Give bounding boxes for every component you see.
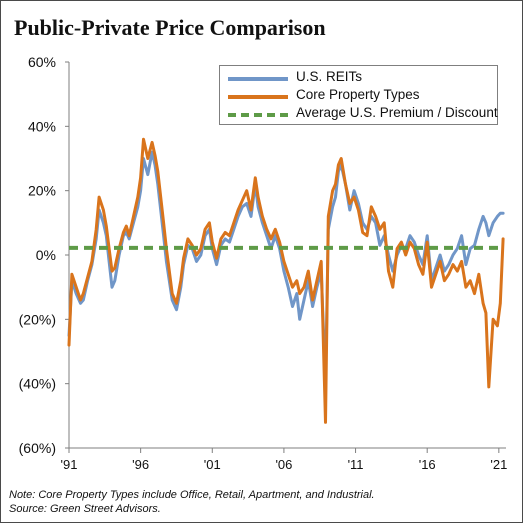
series-group: [67, 137, 505, 424]
legend-label-average: Average U.S. Premium / Discount: [296, 105, 498, 120]
y-tick-label: 40%: [28, 118, 56, 134]
chart-title: Public-Private Price Comparison: [14, 15, 326, 40]
note-line: Note: Core Property Types include Office…: [9, 489, 375, 501]
axes-group: 60% 40% 20% 0% (20%) (40%) (60%) '91 '96 '01 '06 '1…: [19, 54, 508, 472]
y-tick-label: 60%: [28, 54, 56, 70]
x-tick-label: '01: [204, 457, 221, 472]
x-tick-label: '96: [132, 457, 149, 472]
x-tick-label: '91: [61, 457, 78, 472]
x-tick-label: '11: [348, 457, 364, 472]
y-tick-label: (40%): [19, 376, 56, 392]
x-tick-label: '06: [275, 457, 292, 472]
legend-swatch-core: [228, 95, 288, 99]
legend-swatch-reits: [228, 77, 288, 81]
source-line: Source: Green Street Advisors.: [9, 503, 161, 515]
x-tick-label: '16: [419, 457, 436, 472]
y-tick-label: 0%: [36, 247, 56, 263]
series-core-line: [67, 137, 505, 424]
legend-swatch-average: [228, 113, 288, 117]
legend-label-core: Core Property Types: [296, 87, 420, 102]
y-tick-label: (60%): [19, 440, 56, 456]
legend-label-reits: U.S. REITs: [296, 69, 363, 84]
source-note: Note: Core Property Types include Office…: [9, 488, 375, 516]
x-tick-label: '21: [490, 457, 507, 472]
y-tick-label: 20%: [28, 183, 56, 199]
legend: U.S. REITs Core Property Types Average U…: [219, 65, 498, 125]
y-tick-label: (20%): [19, 311, 56, 327]
